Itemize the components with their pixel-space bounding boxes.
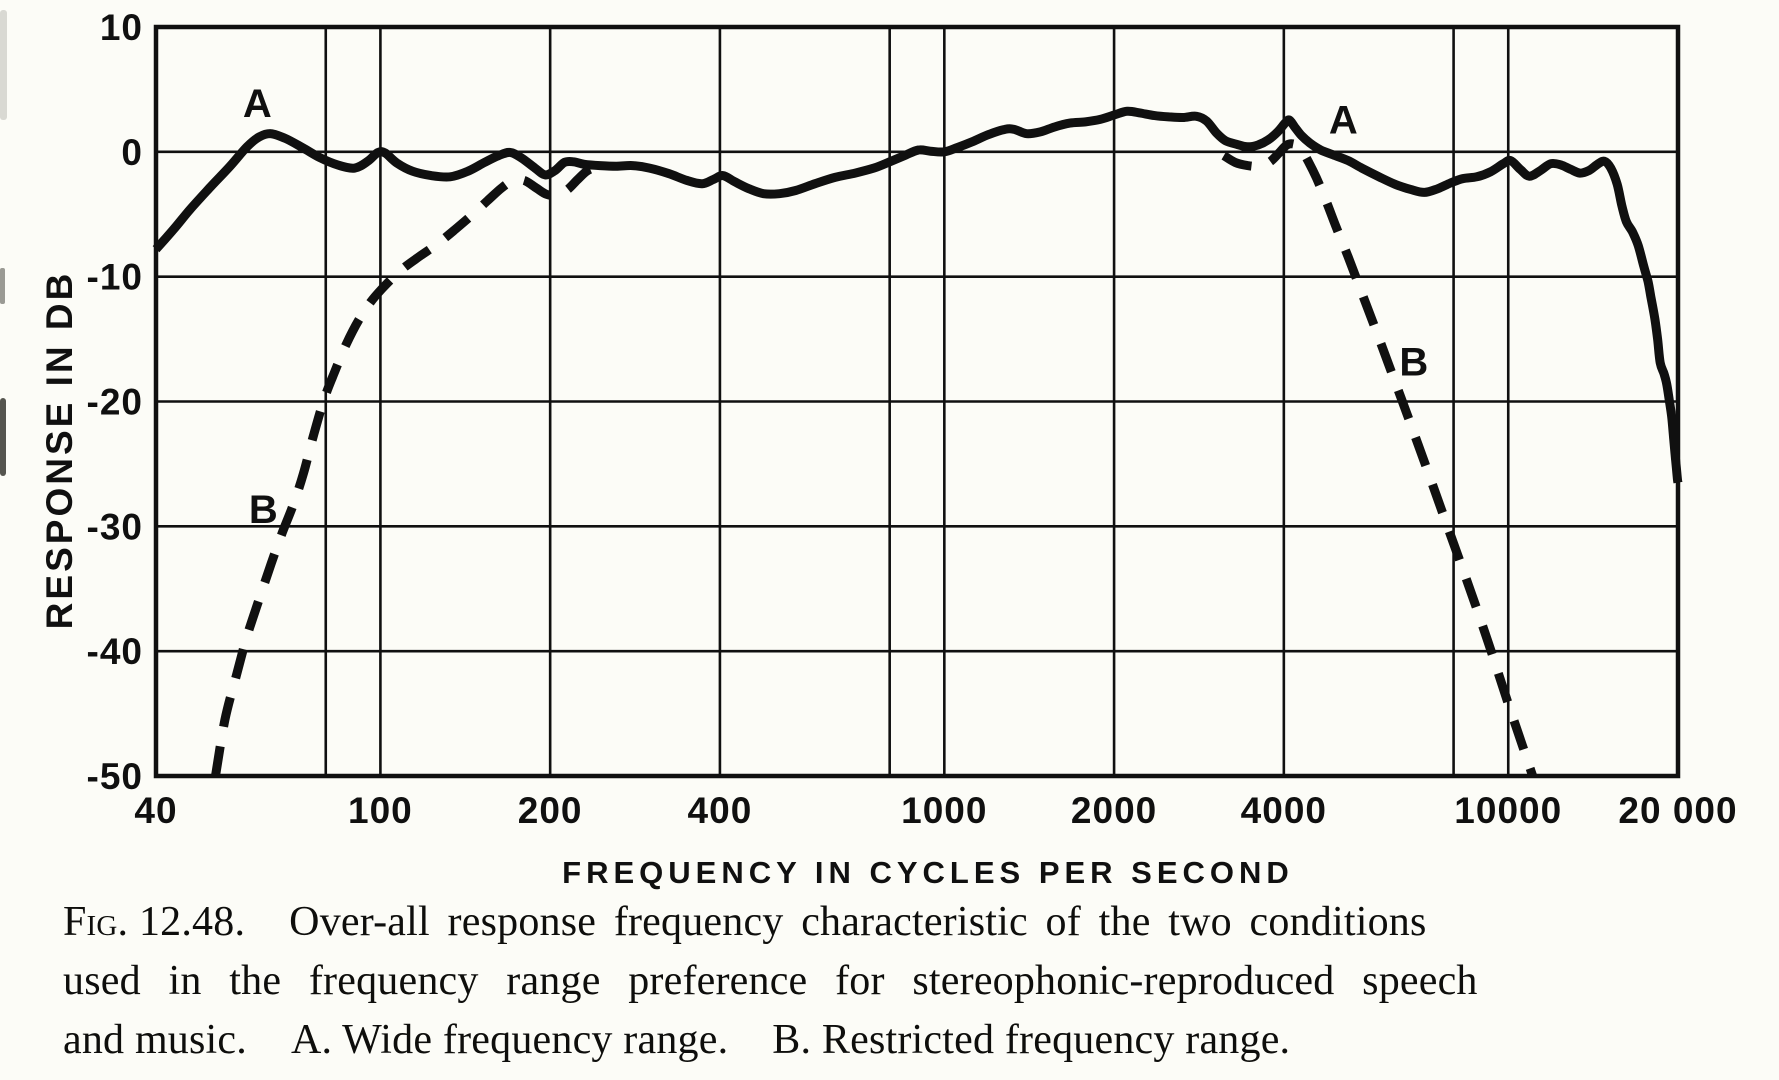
curve-label-A: A <box>1329 98 1358 142</box>
x-tick-label: 10000 <box>1454 790 1562 831</box>
caption-text: and music. <box>63 1017 247 1063</box>
plot-border <box>153 24 1681 779</box>
curve-A <box>152 106 1683 485</box>
y-tick-label: -50 <box>87 756 143 797</box>
caption-line-2: used in the frequency range preference f… <box>63 952 1725 1011</box>
x-tick-label: 1000 <box>901 790 987 831</box>
x-tick-label: 4000 <box>1241 790 1327 831</box>
x-axis-title: FREQUENCY IN CYCLES PER SECOND <box>562 855 1294 890</box>
caption-line-1: Fig. 12.48. Over-all response frequency c… <box>63 893 1725 952</box>
scan-artifact <box>0 268 5 304</box>
x-tick-label: 100 <box>348 790 413 831</box>
x-tick-label: 200 <box>518 790 583 831</box>
x-tick-label: 2000 <box>1071 790 1157 831</box>
caption-text: Over-all response frequency characterist… <box>289 899 1427 945</box>
curve-label-A: A <box>243 82 272 126</box>
caption-legend-a: A. Wide frequency range. <box>290 1017 729 1063</box>
x-tick-label: 40 <box>134 790 177 831</box>
caption-legend-b: B. Restricted frequency range. <box>772 1017 1291 1063</box>
x-tick-label: 400 <box>688 790 753 831</box>
y-tick-label: -10 <box>87 257 143 298</box>
x-tick-label: 20 000 <box>1618 790 1737 831</box>
caption-line-3: and music. A. Wide frequency range. B. Res… <box>63 1011 1725 1070</box>
curve-label-B: B <box>1399 341 1428 385</box>
figure-number: Fig. 12.48. <box>63 899 246 945</box>
y-tick-label: -40 <box>87 631 143 672</box>
figure-caption: Fig. 12.48. Over-all response frequency c… <box>63 893 1725 1070</box>
y-axis-title: RESPONSE IN DB <box>39 271 80 630</box>
curve-label-B: B <box>249 488 278 532</box>
curve-B <box>211 162 600 777</box>
y-tick-label: -30 <box>87 506 143 547</box>
curve-B <box>1221 139 1537 778</box>
scan-artifact <box>0 10 7 120</box>
y-tick-label: 0 <box>121 132 143 173</box>
y-tick-label: 10 <box>100 7 143 48</box>
y-tick-label: -20 <box>87 382 143 423</box>
caption-text: used in the frequency range preference f… <box>63 958 1478 1004</box>
scan-artifact <box>0 398 6 476</box>
